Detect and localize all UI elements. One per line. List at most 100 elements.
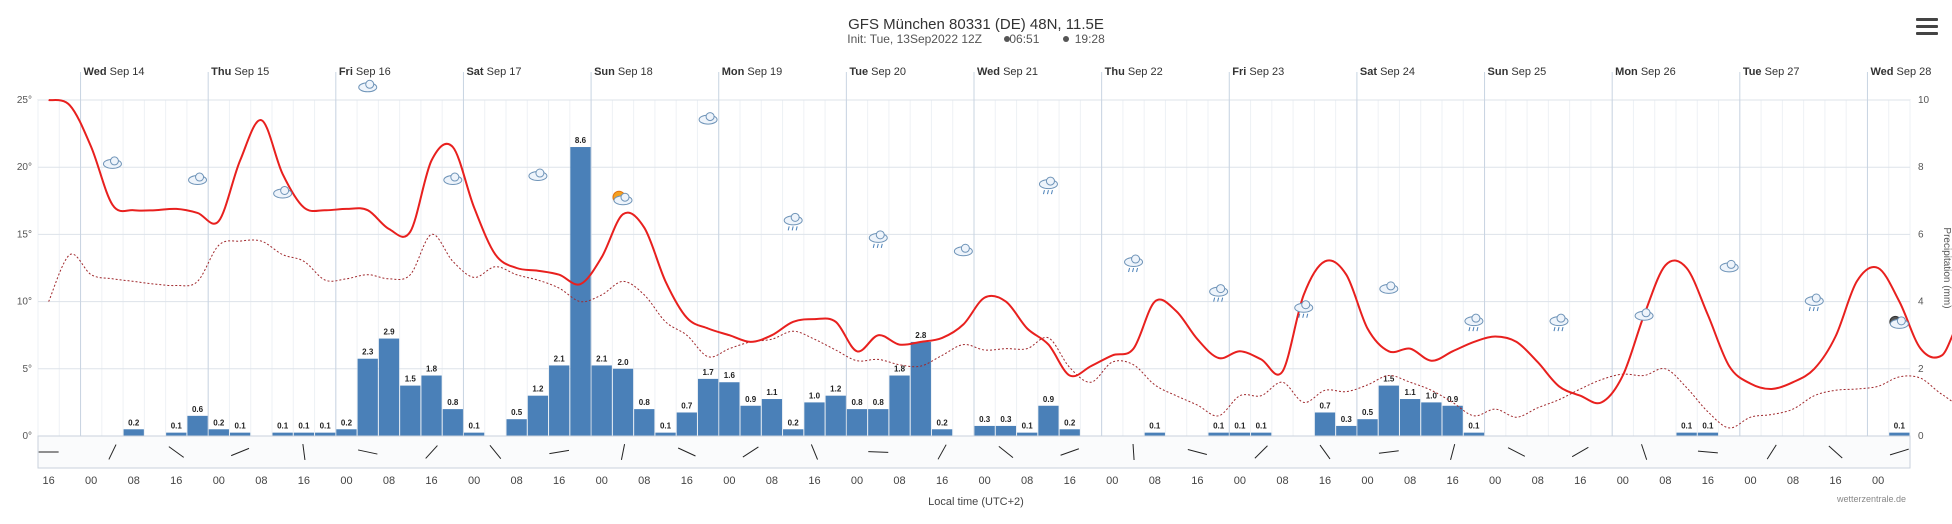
x-tick-label: 16 <box>43 475 55 487</box>
precip-bar <box>676 412 697 436</box>
precip-label: 2.8 <box>915 331 927 340</box>
precip-label: 0.2 <box>1064 418 1076 427</box>
wind-arrow-icon <box>868 451 889 453</box>
precip-bar <box>846 409 868 436</box>
wind-arrow-icon <box>1132 443 1135 461</box>
x-tick-label: 08 <box>383 475 395 487</box>
precip-bar <box>1059 429 1080 436</box>
rain-drop <box>880 243 883 248</box>
precip-label: 0.9 <box>1447 395 1459 404</box>
x-tick-label: 16 <box>1702 475 1714 487</box>
wind-arrow-icon <box>357 449 378 455</box>
precip-bar <box>634 409 655 436</box>
precip-label: 0.1 <box>277 422 289 431</box>
rain-drop <box>1132 267 1135 273</box>
rain-drop <box>1306 313 1309 318</box>
x-tick-label: 08 <box>638 475 650 487</box>
day-label: Sun Sep 25 <box>1488 66 1547 78</box>
cloud-puff <box>1726 259 1736 269</box>
precip-label: 0.1 <box>469 422 481 431</box>
wind-arrow-icon <box>549 449 570 455</box>
sunset-icon <box>1063 36 1069 42</box>
precip-bar <box>612 368 634 436</box>
precip-label: 0.2 <box>788 418 800 427</box>
cloud-puff <box>1556 313 1566 323</box>
precip-bar <box>1017 432 1038 436</box>
y-right-tick-label: 4 <box>1918 297 1924 308</box>
precip-bar <box>293 432 315 436</box>
x-tick-label: 00 <box>851 475 863 487</box>
x-tick-label: 08 <box>766 475 778 487</box>
rain-drop <box>1298 313 1301 318</box>
sunrise-time: 06:51 <box>1009 32 1039 46</box>
day-label: Sat Sep 24 <box>1360 66 1415 78</box>
precip-label: 0.9 <box>745 395 757 404</box>
wind-strip <box>37 435 1911 469</box>
wind-arrow-icon <box>230 447 250 457</box>
precip-bar <box>1463 432 1485 436</box>
rain-drop <box>1472 327 1475 332</box>
x-tick-label: 00 <box>340 475 352 487</box>
x-tick-label: 00 <box>468 475 480 487</box>
rain-drop <box>1050 189 1053 195</box>
wind-arrow-icon <box>1571 446 1589 458</box>
day-label: Mon Sep 26 <box>1615 66 1676 78</box>
precip-bar <box>229 432 251 436</box>
precip-bar <box>463 432 485 436</box>
precip-label: 0.2 <box>937 418 949 427</box>
rain-drop <box>872 243 875 248</box>
x-tick-label: 08 <box>511 475 523 487</box>
cloud-puff <box>450 172 460 182</box>
x-tick-label: 08 <box>1787 475 1799 487</box>
cloud-puff <box>535 168 545 178</box>
x-tick-label: 16 <box>553 475 565 487</box>
precip-bar <box>761 399 783 436</box>
sunrise-icon <box>1004 36 1010 42</box>
x-tick-label: 00 <box>1361 475 1373 487</box>
wind-arrow-icon <box>1697 450 1718 454</box>
x-tick-label: 00 <box>596 475 608 487</box>
precip-label: 0.1 <box>1894 422 1906 431</box>
precip-bar <box>336 429 357 436</box>
x-tick-label: 00 <box>213 475 225 487</box>
wind-arrow-icon <box>1766 444 1777 460</box>
rain-drop <box>1553 327 1556 332</box>
rain-drop <box>787 226 790 231</box>
precip-bar <box>868 409 889 436</box>
precip-label: 0.1 <box>298 422 310 431</box>
precip-bar <box>1676 432 1697 436</box>
y-left-tick-label: 15° <box>17 229 32 240</box>
wind-arrow-icon <box>620 444 626 460</box>
precip-label: 0.2 <box>213 418 225 427</box>
x-tick-label: 08 <box>128 475 140 487</box>
cloud-puff <box>280 185 290 195</box>
rain-drop <box>1808 306 1811 312</box>
chart-subtitle: Init: Tue, 13Sep2022 12Z 06:51 19:28 <box>847 32 1105 46</box>
precip-bar <box>421 375 442 436</box>
precip-bar <box>1038 405 1059 436</box>
rain-drop <box>1302 313 1305 318</box>
precip-bar <box>208 429 229 436</box>
precip-label: 2.1 <box>596 354 608 363</box>
day-label: Thu Sep 22 <box>1105 66 1163 78</box>
day-label: Fri Sep 16 <box>339 66 391 78</box>
precip-label: 1.1 <box>766 388 778 397</box>
precip-bar <box>187 415 208 436</box>
precip-bar <box>1357 419 1378 436</box>
precip-bar <box>719 382 740 436</box>
rain-drop <box>876 243 879 248</box>
wind-arrow-icon <box>937 444 947 460</box>
precip-bar <box>357 358 378 436</box>
hamburger-menu-icon[interactable] <box>1916 18 1938 36</box>
precip-label: 0.8 <box>851 398 863 407</box>
precip-label: 0.1 <box>1468 422 1480 431</box>
x-tick-label: 08 <box>1149 475 1161 487</box>
y-right-tick-label: 2 <box>1918 364 1924 375</box>
precip-label: 0.1 <box>1149 422 1161 431</box>
x-tick-label: 16 <box>1191 475 1203 487</box>
precip-label: 0.1 <box>1234 422 1246 431</box>
x-tick-label: 16 <box>1064 475 1076 487</box>
precip-label: 1.7 <box>703 368 715 377</box>
precip-label: 0.8 <box>447 398 459 407</box>
